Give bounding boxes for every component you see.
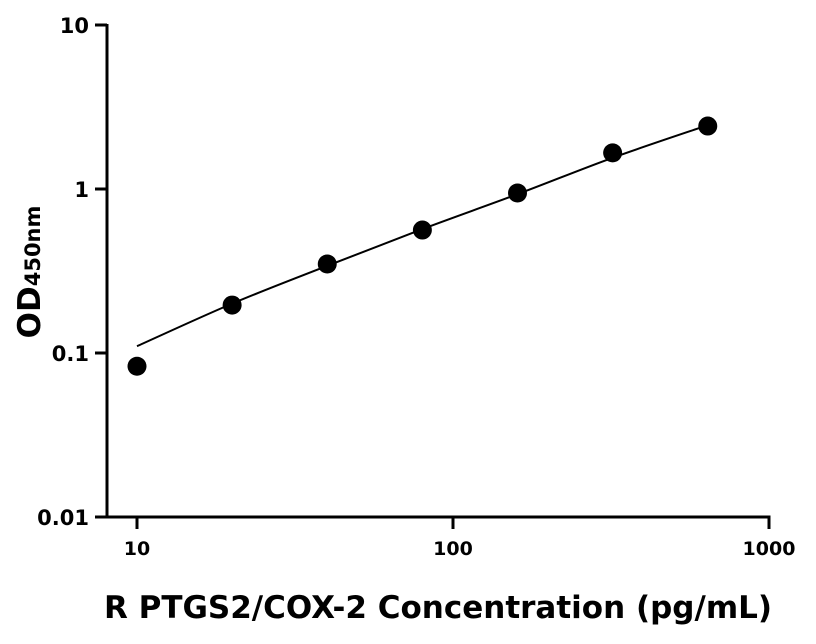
data-points	[127, 116, 718, 376]
x-axis-label: R PTGS2/COX-2 Concentration (pg/mL)	[104, 590, 772, 626]
y-tick-label: 10	[60, 14, 89, 38]
data-point	[127, 356, 147, 376]
x-tick-label: 100	[433, 538, 473, 560]
y-axis-label-subscript: 450nm	[21, 206, 45, 287]
y-axis-label-main: OD	[12, 286, 48, 338]
y-tick-label: 0.01	[37, 506, 89, 530]
axes: 0.01 0.1 1 10 10 100 1000	[37, 14, 795, 560]
data-point	[508, 183, 528, 203]
y-tick-label: 1	[74, 178, 89, 202]
data-point	[222, 295, 242, 315]
x-tick-label: 1000	[743, 538, 796, 560]
data-point	[698, 116, 718, 136]
data-point	[317, 254, 337, 274]
data-point	[412, 220, 432, 240]
x-tick-label: 10	[124, 538, 150, 560]
y-tick-label: 0.1	[52, 342, 89, 366]
y-axis-label: OD450nm	[12, 206, 48, 339]
data-point	[603, 143, 623, 163]
